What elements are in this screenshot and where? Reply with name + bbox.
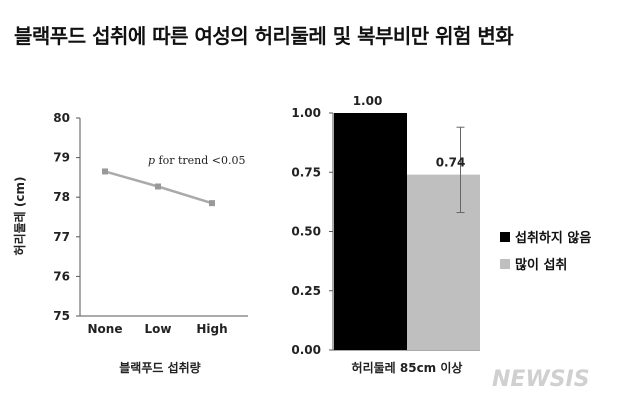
right-y-tick-label: 0.25: [291, 284, 321, 298]
right-y-tick-label: 0.50: [291, 225, 321, 239]
page-title: 블랙푸드 섭취에 따른 여성의 허리둘레 및 복부비만 위험 변화: [14, 24, 514, 48]
legend-label-high: 많이 섭취: [515, 257, 567, 273]
bar-value-label: 0.74: [436, 156, 466, 170]
left-x-tick-label: None: [88, 322, 123, 336]
waist-data-point: [155, 183, 161, 190]
right-y-tick-label: 1.00: [291, 106, 321, 120]
waist-data-point: [209, 200, 215, 207]
line-chart: 75 76 77 78 79 80 None Low High p for trend <0.…: [12, 111, 248, 375]
legend-swatch-high: [500, 259, 510, 269]
left-y-tick-label: 77: [53, 230, 70, 244]
right-y-tick-label: 0.75: [291, 165, 321, 179]
watermark-logo: NEWSIS: [492, 367, 590, 392]
trend-annotation: p for trend <0.05: [148, 154, 246, 167]
bar-high: [407, 174, 480, 350]
waist-data-point: [102, 168, 108, 175]
left-x-tick-label: High: [196, 322, 227, 336]
right-x-axis-label: 허리둘레 85cm 이상: [352, 360, 463, 375]
left-y-tick-label: 75: [53, 309, 70, 323]
left-y-tick-label: 79: [53, 151, 70, 165]
left-y-axis-label: 허리둘레 (cm): [12, 177, 27, 256]
bar-value-label: 1.00: [353, 94, 383, 108]
trend-annotation-text: for trend <0.05: [155, 154, 245, 167]
trend-annotation-p: p: [148, 154, 155, 167]
bar-none: [334, 113, 407, 350]
left-y-tick-label: 76: [53, 269, 70, 283]
bar-chart: 0.00 0.25 0.50 0.75 1.00 1.00 0.74 허리둘레 85cm …: [291, 94, 591, 375]
right-y-tick-label: 0.00: [291, 343, 321, 357]
left-y-tick-label: 80: [53, 111, 70, 125]
left-x-tick-label: Low: [145, 322, 172, 336]
legend-swatch-none: [500, 232, 510, 242]
left-y-tick-label: 78: [53, 190, 70, 204]
legend-label-none: 섭취하지 않음: [515, 230, 591, 246]
left-x-axis-label: 블랙푸드 섭취량: [119, 360, 200, 375]
